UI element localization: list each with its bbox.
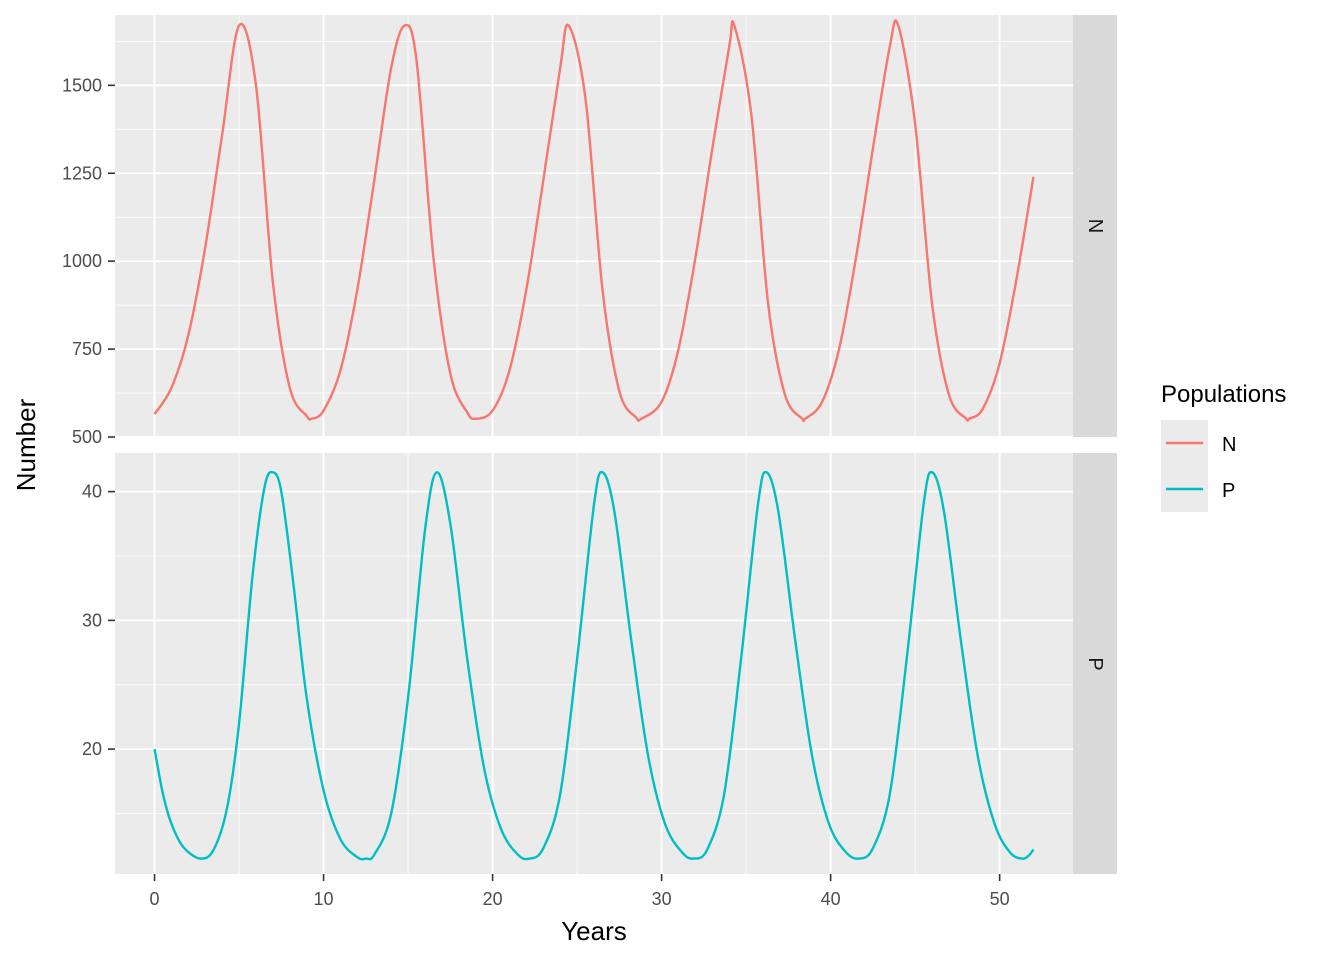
panel-top-grid xyxy=(115,15,1073,438)
y-tick-label-top: 1500 xyxy=(62,75,102,95)
x-tick-label: 0 xyxy=(150,889,160,909)
y-tick-label-top: 750 xyxy=(72,339,102,359)
y-tick-label-bottom: 30 xyxy=(82,610,102,630)
x-tick-label: 20 xyxy=(483,889,503,909)
y-tick-label-bottom: 20 xyxy=(82,739,102,759)
x-tick-label: 50 xyxy=(990,889,1010,909)
x-tick-label: 40 xyxy=(821,889,841,909)
x-tick-label: 30 xyxy=(652,889,672,909)
legend-label-n: N xyxy=(1222,434,1236,456)
legend-title: Populations xyxy=(1161,381,1286,408)
y-axis-bottom: 20 30 40 xyxy=(82,482,115,759)
y-tick-label-top: 1250 xyxy=(62,163,102,183)
series-lines xyxy=(153,19,1035,861)
series-line-N xyxy=(153,19,1035,423)
y-tick-label-bottom: 40 xyxy=(82,482,102,502)
series-line-P xyxy=(153,470,1035,861)
strip-bottom xyxy=(1073,453,1117,874)
strip-label-bottom: P xyxy=(1084,657,1106,670)
panel-top-background xyxy=(115,15,1073,437)
x-axis-title: Years xyxy=(561,916,627,946)
y-axis-title: Number xyxy=(11,398,41,491)
x-axis: 0 10 20 30 40 50 xyxy=(150,874,1010,909)
strip-top xyxy=(1073,15,1117,437)
x-tick-label: 10 xyxy=(314,889,334,909)
y-axis-top: 500 750 1000 1250 1500 xyxy=(62,75,115,447)
y-tick-label-top: 500 xyxy=(72,427,102,447)
panel-bottom-background xyxy=(115,453,1073,874)
strip-label-top: N xyxy=(1084,219,1106,233)
y-tick-label-top: 1000 xyxy=(62,251,102,271)
legend-label-p: P xyxy=(1222,480,1235,502)
